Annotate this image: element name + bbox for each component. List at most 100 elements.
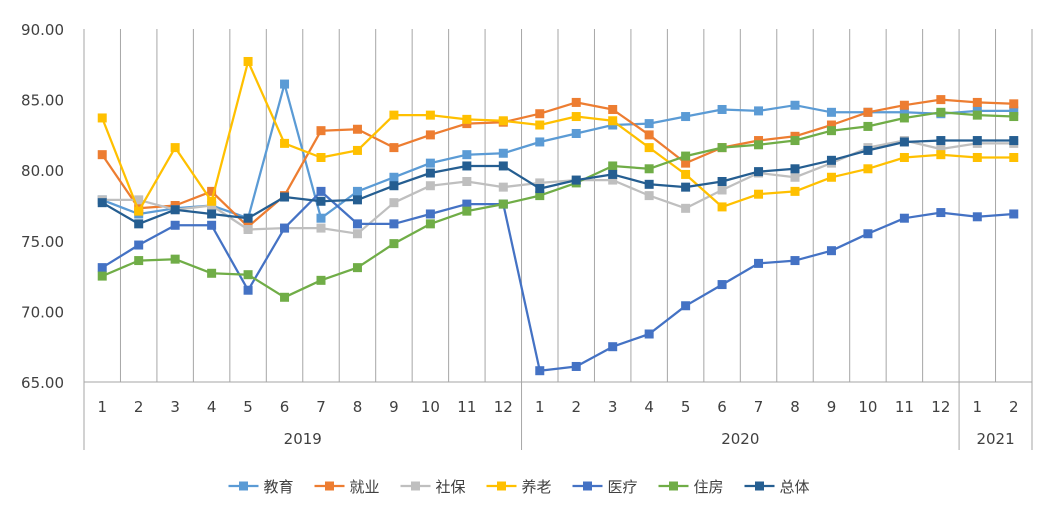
data-point <box>352 229 362 239</box>
data-point <box>498 161 508 171</box>
data-point <box>352 145 362 155</box>
y-tick-label: 70.00 <box>21 303 64 321</box>
data-point <box>608 169 618 179</box>
data-point <box>681 203 691 213</box>
data-point <box>425 168 435 178</box>
data-point <box>316 186 326 196</box>
data-point <box>207 209 217 219</box>
data-point <box>134 256 144 266</box>
data-point <box>134 240 144 250</box>
x-tick-label: 2 <box>134 398 144 416</box>
data-point <box>681 112 691 122</box>
data-point <box>207 268 217 278</box>
data-point <box>462 161 472 171</box>
x-tick-label: 4 <box>207 398 217 416</box>
x-tick-label: 10 <box>858 398 877 416</box>
data-point <box>608 104 618 114</box>
data-point <box>535 366 545 376</box>
x-tick-label: 12 <box>931 398 950 416</box>
data-point <box>97 263 107 273</box>
data-point <box>97 150 107 160</box>
data-point <box>899 213 909 223</box>
x-tick-label: 3 <box>608 398 618 416</box>
x-tick-label: 11 <box>895 398 914 416</box>
data-point <box>754 167 764 177</box>
data-point <box>754 140 764 150</box>
data-point <box>717 202 727 212</box>
data-point <box>644 329 654 339</box>
data-point <box>425 110 435 120</box>
data-point <box>316 126 326 136</box>
data-point <box>425 181 435 191</box>
data-point <box>134 206 144 216</box>
data-point <box>972 212 982 222</box>
x-tick-label: 10 <box>421 398 440 416</box>
data-point <box>498 199 508 209</box>
data-point <box>462 176 472 186</box>
data-point <box>316 223 326 233</box>
data-point <box>644 179 654 189</box>
data-point <box>608 116 618 126</box>
data-point <box>608 161 618 171</box>
data-point <box>863 164 873 174</box>
data-point <box>790 256 800 266</box>
x-tick-label: 9 <box>827 398 837 416</box>
data-point <box>972 136 982 146</box>
legend-label: 总体 <box>780 478 810 496</box>
data-point <box>243 270 253 280</box>
x-tick-label: 11 <box>457 398 476 416</box>
data-point <box>316 213 326 223</box>
data-point <box>425 130 435 140</box>
data-point <box>571 112 581 122</box>
data-point <box>754 189 764 199</box>
data-point <box>936 95 946 105</box>
data-point <box>936 208 946 218</box>
data-point <box>170 143 180 153</box>
data-point <box>352 195 362 205</box>
series-line <box>102 139 1014 235</box>
data-point <box>863 107 873 117</box>
x-tick-label: 5 <box>681 398 691 416</box>
x-tick-label: 6 <box>717 398 727 416</box>
x-group-label: 2021 <box>976 430 1014 448</box>
data-point <box>535 120 545 130</box>
data-point <box>280 79 290 89</box>
data-point <box>280 223 290 233</box>
data-point <box>899 107 909 117</box>
data-point <box>498 148 508 158</box>
data-point <box>352 263 362 273</box>
series-line <box>101 60 1014 213</box>
data-point <box>936 150 946 160</box>
data-point <box>717 280 727 290</box>
data-point <box>389 181 399 191</box>
data-point <box>754 106 764 116</box>
data-point <box>1009 106 1019 116</box>
x-tick-label: 1 <box>97 398 107 416</box>
data-point <box>863 145 873 155</box>
legend-marker <box>583 481 592 491</box>
data-point <box>316 152 326 162</box>
data-point <box>790 164 800 174</box>
data-point <box>644 191 654 201</box>
data-point <box>425 158 435 168</box>
data-point <box>790 186 800 196</box>
data-point <box>681 169 691 179</box>
data-point <box>608 342 618 352</box>
x-tick-label: 8 <box>353 398 363 416</box>
y-tick-label: 65.00 <box>21 374 64 392</box>
data-point <box>316 275 326 285</box>
x-tick-label: 4 <box>644 398 654 416</box>
data-point <box>1009 112 1019 122</box>
data-point <box>389 110 399 120</box>
legend-marker <box>497 481 506 491</box>
legend-label: 教育 <box>264 478 294 496</box>
y-tick-label: 85.00 <box>21 92 64 110</box>
series-line <box>101 139 1014 226</box>
series-line <box>101 111 1014 299</box>
data-point <box>571 128 581 138</box>
data-point <box>644 130 654 140</box>
data-point <box>243 213 253 223</box>
x-tick-label: 2 <box>571 398 581 416</box>
data-point <box>170 220 180 230</box>
